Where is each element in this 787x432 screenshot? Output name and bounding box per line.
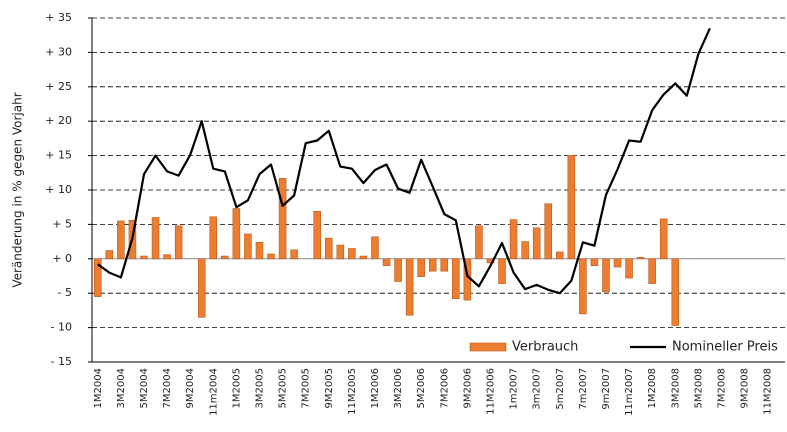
y-tick-label: + 20 [45, 114, 72, 127]
bar [371, 236, 379, 260]
x-tick-label: 11m2004 [208, 368, 219, 416]
y-tick-label: + 25 [45, 80, 72, 93]
bar [232, 208, 241, 260]
bar [521, 241, 529, 260]
legend-label: Nomineller Preis [672, 340, 778, 355]
x-tick-label: 11m2007 [624, 368, 635, 416]
bar [509, 219, 518, 260]
bar [428, 258, 437, 272]
bar [151, 217, 160, 260]
x-tick-label: 9M2008 [740, 368, 751, 408]
x-tick-label: 5M2008 [693, 368, 704, 408]
bar [648, 258, 656, 284]
x-tick-label: 1M2005 [231, 368, 242, 408]
bar [348, 248, 356, 260]
bar [475, 225, 483, 260]
bar [544, 203, 552, 260]
y-tick-label: + 10 [45, 183, 72, 196]
x-tick-label: 1M2004 [93, 368, 104, 408]
x-tick-label: 11M2006 [485, 368, 496, 415]
bar [659, 218, 668, 260]
bar [140, 255, 148, 260]
bar [313, 211, 321, 260]
bar [336, 244, 345, 260]
x-tick-label: 9M2006 [462, 368, 473, 408]
bar [325, 237, 333, 260]
x-tick-label: 5M2004 [139, 368, 150, 408]
bar [267, 253, 275, 260]
x-tick-label: 3m2007 [532, 368, 543, 410]
bar [532, 227, 541, 260]
y-tick-label: + 15 [45, 149, 72, 162]
x-tick-label: 11M2005 [347, 368, 358, 415]
x-tick-label: 7m2007 [578, 368, 589, 410]
x-tick-label: 1m2007 [509, 368, 520, 410]
x-tick-label: 1M2006 [370, 368, 381, 408]
y-tick-label: + 5 [52, 217, 72, 230]
bar [567, 155, 576, 260]
bar [221, 255, 229, 260]
x-tick-label: 7M2006 [439, 368, 450, 408]
bar [255, 241, 264, 260]
y-tick-label: - 5 [58, 286, 72, 299]
bar [197, 258, 206, 318]
x-tick-label: 5m2007 [555, 368, 566, 410]
x-tick-label: 9M2005 [324, 368, 335, 408]
x-tick-label: 9m2007 [601, 368, 612, 410]
legend-label: Verbrauch [512, 340, 578, 355]
x-tick-label: 3M2005 [254, 368, 265, 408]
bar [105, 250, 114, 260]
bar [94, 258, 102, 297]
x-tick-label: 1M2008 [647, 368, 658, 408]
bar [556, 251, 564, 260]
y-tick-label: + 0 [52, 252, 72, 265]
bar [613, 258, 622, 268]
bar [440, 258, 449, 272]
x-tick-label: 7M2005 [301, 368, 312, 408]
bar [602, 258, 610, 293]
bar [452, 258, 460, 300]
bar [117, 220, 125, 260]
x-tick-label: 3M2006 [393, 368, 404, 408]
x-tick-label: 7M2008 [716, 368, 727, 408]
x-tick-label: 5M2006 [416, 368, 427, 408]
bar [405, 258, 414, 316]
bar [278, 178, 287, 260]
bar [394, 258, 402, 282]
y-axis-label: Veränderung in % gegen Vorjahr [11, 92, 25, 287]
y-tick-label: + 30 [45, 45, 72, 58]
bar [579, 258, 587, 315]
legend-swatch [469, 342, 507, 352]
x-tick-label: 3M2008 [670, 368, 681, 408]
line [97, 27, 711, 295]
bar [671, 258, 680, 326]
bar [209, 216, 218, 260]
bar [498, 258, 506, 284]
x-tick-label: 3M2004 [116, 368, 127, 408]
bar [163, 254, 171, 260]
y-tick-label: - 15 [51, 355, 72, 368]
x-tick-label: 5M2005 [278, 368, 289, 408]
x-tick-label: 7M2004 [162, 368, 173, 408]
x-tick-label: 11M2008 [763, 368, 774, 415]
bar [382, 258, 391, 266]
bar [417, 258, 425, 277]
bar [636, 257, 645, 260]
bar [590, 258, 599, 266]
x-tick-label: 9M2004 [185, 368, 196, 408]
bar [290, 249, 298, 260]
bar [359, 255, 368, 260]
bar [174, 225, 183, 260]
bar [625, 258, 633, 279]
y-tick-label: + 35 [45, 11, 72, 24]
bar [244, 233, 252, 260]
y-tick-label: - 10 [51, 321, 72, 334]
